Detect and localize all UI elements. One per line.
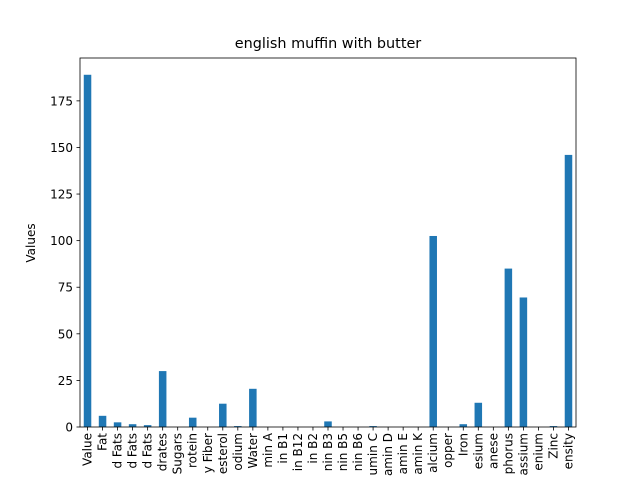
y-tick-label: 0 [65, 421, 73, 435]
x-tick-label: in B1 [276, 433, 290, 464]
x-tick-label: anese [486, 433, 500, 469]
x-tick-label: drates [156, 433, 170, 471]
bar [369, 426, 377, 427]
x-tick-label: amin K [411, 432, 425, 475]
x-tick-label: odium [231, 433, 245, 471]
bar [324, 421, 332, 427]
bar [519, 297, 528, 427]
bar [474, 402, 483, 427]
y-tick-label: 175 [50, 94, 73, 108]
x-tick-label: opper [441, 433, 455, 468]
bar [98, 415, 107, 427]
x-tick-label: alcium [426, 433, 440, 473]
bars-group [83, 74, 573, 428]
x-tick-label: y Fiber [201, 433, 215, 473]
y-tick-label: 50 [58, 327, 73, 341]
x-tick-label: esium [471, 433, 485, 469]
chart-title: english muffin with butter [235, 36, 422, 52]
x-axis: Value Fat d Fats d Fats d Fats drates Sugars ro… [81, 427, 575, 476]
y-tick-label: 100 [50, 234, 73, 248]
x-tick-label: Sugars [171, 433, 185, 474]
x-tick-label: Fat [96, 433, 110, 451]
y-tick-label: 75 [58, 281, 73, 295]
x-tick-label: Water [246, 433, 260, 469]
bar [143, 425, 152, 427]
x-tick-label: d Fats [111, 433, 125, 469]
y-tick-label: 125 [50, 188, 73, 202]
x-tick-label: Zinc [546, 433, 560, 459]
plot-frame [79, 57, 577, 428]
bar [429, 235, 437, 427]
x-tick-label: in B12 [291, 433, 305, 471]
x-tick-label: rotein [186, 433, 200, 468]
y-tick-label: 150 [50, 141, 73, 155]
x-tick-label: d Fats [141, 433, 155, 469]
bar [128, 424, 137, 427]
x-tick-label: nin B3 [321, 433, 335, 471]
x-tick-label: ensity [561, 433, 575, 469]
x-tick-label: nin B5 [336, 433, 350, 471]
x-tick-label: assium [516, 433, 530, 476]
bar [158, 371, 167, 427]
bar [188, 417, 197, 427]
x-tick-label: amin E [396, 433, 410, 474]
x-tick-label: phorus [501, 433, 515, 474]
x-tick-label: d Fats [126, 433, 140, 469]
bar [83, 74, 92, 428]
x-tick-label: Iron [456, 433, 470, 456]
bar [234, 426, 242, 427]
x-tick-label: umin C [366, 433, 380, 475]
x-tick-label: Value [81, 433, 95, 466]
bar [549, 426, 558, 427]
bar [249, 388, 257, 427]
y-axis: 0 25 50 75 100 125 150 175 [50, 94, 80, 435]
x-tick-label: in B2 [306, 433, 320, 464]
bar [504, 268, 513, 427]
bar [459, 424, 468, 427]
y-axis-title: Values [24, 223, 38, 262]
y-tick-label: 25 [58, 374, 73, 388]
bar [219, 403, 227, 427]
x-tick-label: enium [531, 433, 545, 471]
x-tick-label: amin D [381, 433, 395, 476]
x-tick-label: esterol [216, 433, 230, 474]
x-tick-label: nin B6 [351, 433, 365, 471]
x-tick-label: min A [261, 432, 275, 467]
bar [113, 422, 122, 427]
bar [564, 154, 573, 427]
